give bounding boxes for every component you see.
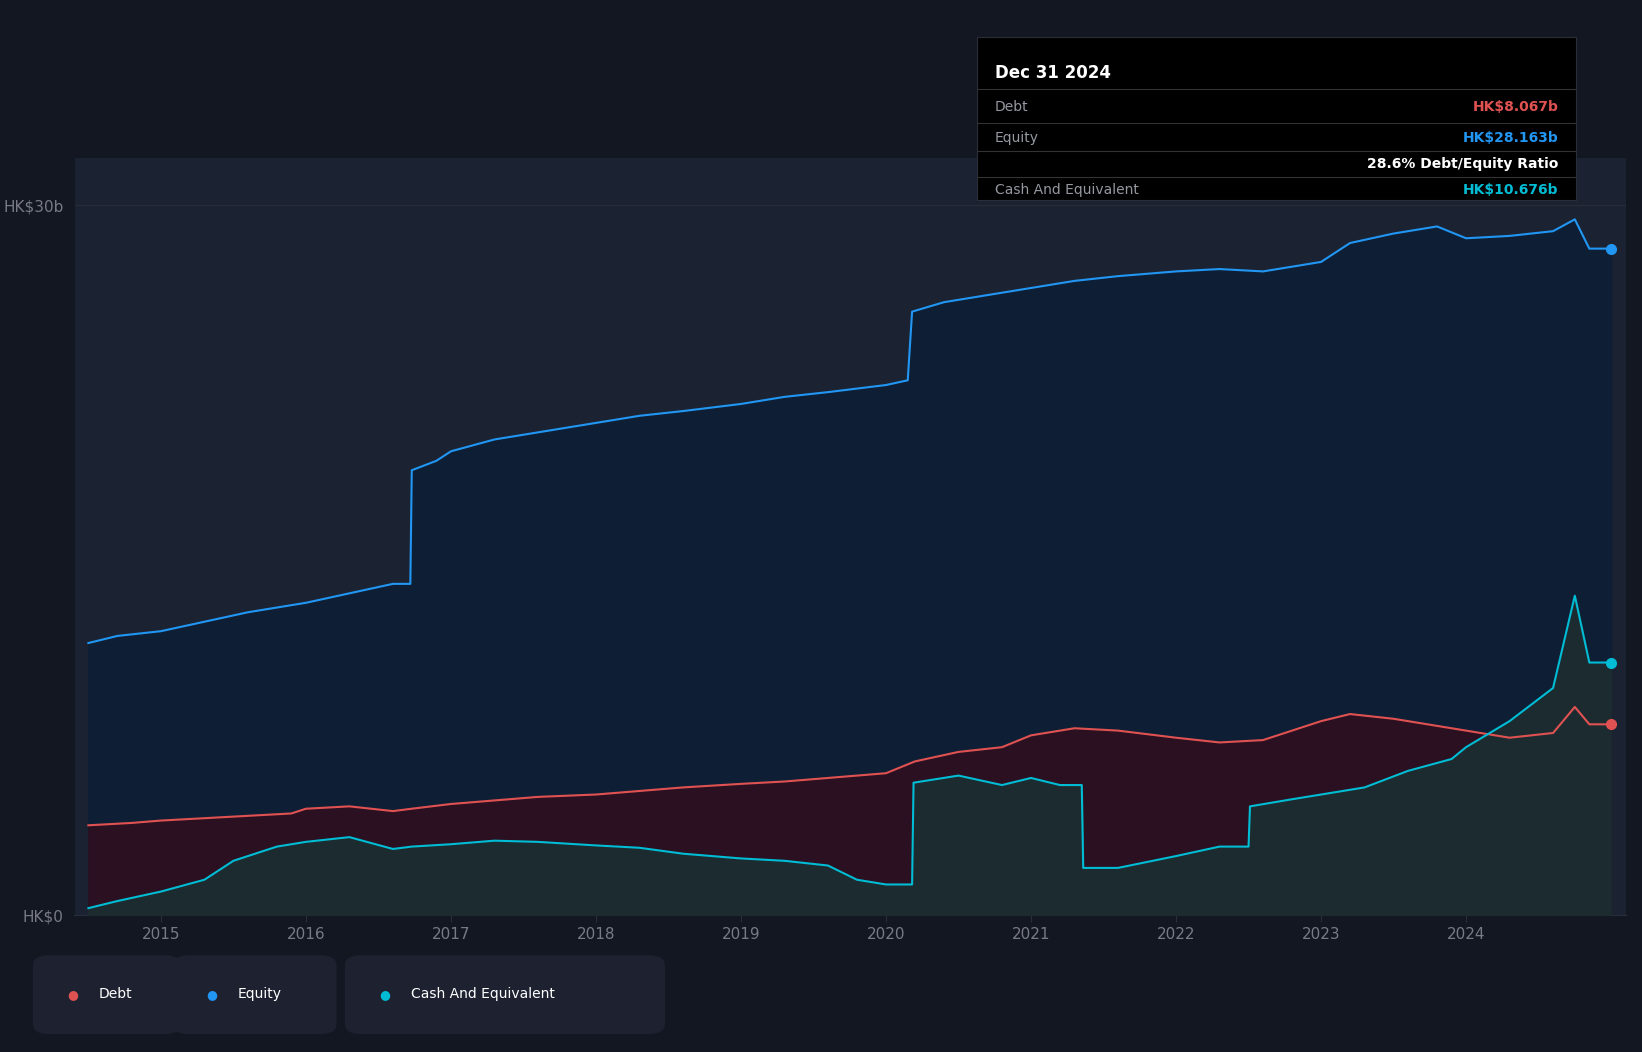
Text: Cash And Equivalent: Cash And Equivalent	[410, 987, 555, 1002]
Text: Equity: Equity	[238, 987, 282, 1002]
Text: Cash And Equivalent: Cash And Equivalent	[995, 183, 1140, 197]
Text: Dec 31 2024: Dec 31 2024	[995, 64, 1112, 82]
Text: ●: ●	[379, 988, 389, 1000]
Text: HK$28.163b: HK$28.163b	[1463, 130, 1558, 145]
Text: ●: ●	[207, 988, 217, 1000]
Text: Debt: Debt	[995, 100, 1028, 114]
Text: 28.6% Debt/Equity Ratio: 28.6% Debt/Equity Ratio	[1368, 157, 1558, 171]
Text: ●: ●	[67, 988, 77, 1000]
Text: Debt: Debt	[99, 987, 131, 1002]
Text: HK$8.067b: HK$8.067b	[1473, 100, 1558, 114]
Text: Equity: Equity	[995, 130, 1039, 145]
Text: HK$10.676b: HK$10.676b	[1463, 183, 1558, 197]
